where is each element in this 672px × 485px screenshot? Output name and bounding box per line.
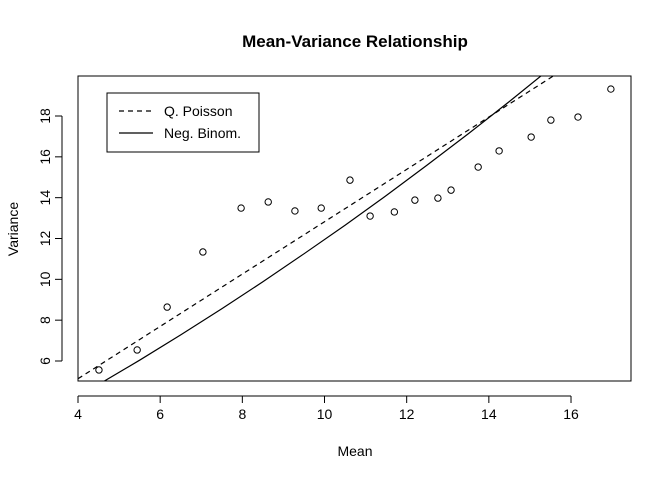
data-point: [574, 113, 582, 121]
data-point: [607, 85, 615, 93]
data-point: [527, 133, 535, 141]
data-point: [291, 207, 299, 215]
data-point: [390, 208, 399, 216]
chart-title: Mean-Variance Relationship: [242, 32, 468, 51]
y-tick-label: 12: [37, 231, 53, 247]
legend-label: Q. Poisson: [164, 103, 232, 119]
data-point: [411, 196, 419, 204]
y-tick-label: 18: [37, 108, 53, 124]
data-point: [237, 204, 245, 212]
data-point: [199, 248, 207, 256]
data-point: [547, 116, 555, 124]
x-tick-label: 12: [399, 406, 415, 422]
data-point: [163, 303, 171, 311]
y-tick-label: 6: [37, 357, 53, 365]
y-tick-label: 16: [37, 149, 53, 165]
data-point: [133, 346, 141, 354]
data-point: [366, 212, 374, 220]
x-tick-label: 4: [74, 406, 82, 422]
data-point: [447, 186, 455, 194]
data-point: [434, 194, 442, 202]
plot-frame: [77, 75, 632, 382]
curve: [78, 76, 555, 380]
x-axis-label: Mean: [337, 443, 372, 459]
data-point: [264, 198, 272, 206]
y-axis-label: Variance: [5, 202, 21, 256]
legend-label: Neg. Binom.: [164, 125, 241, 141]
data-point: [474, 163, 482, 171]
x-tick-label: 8: [238, 406, 246, 422]
y-tick-label: 14: [37, 190, 53, 206]
plot-area: [78, 76, 615, 381]
x-tick-label: 16: [563, 406, 579, 422]
legend-box: [106, 92, 260, 153]
data-point: [317, 204, 325, 212]
x-tick-label: 6: [156, 406, 164, 422]
curve: [103, 76, 542, 381]
y-tick-label: 10: [37, 271, 53, 287]
data-point: [495, 147, 503, 155]
data-point: [346, 176, 354, 184]
data-point: [95, 366, 103, 374]
x-tick-label: 14: [481, 406, 497, 422]
x-tick-label: 10: [317, 406, 333, 422]
y-tick-label: 8: [37, 316, 53, 324]
